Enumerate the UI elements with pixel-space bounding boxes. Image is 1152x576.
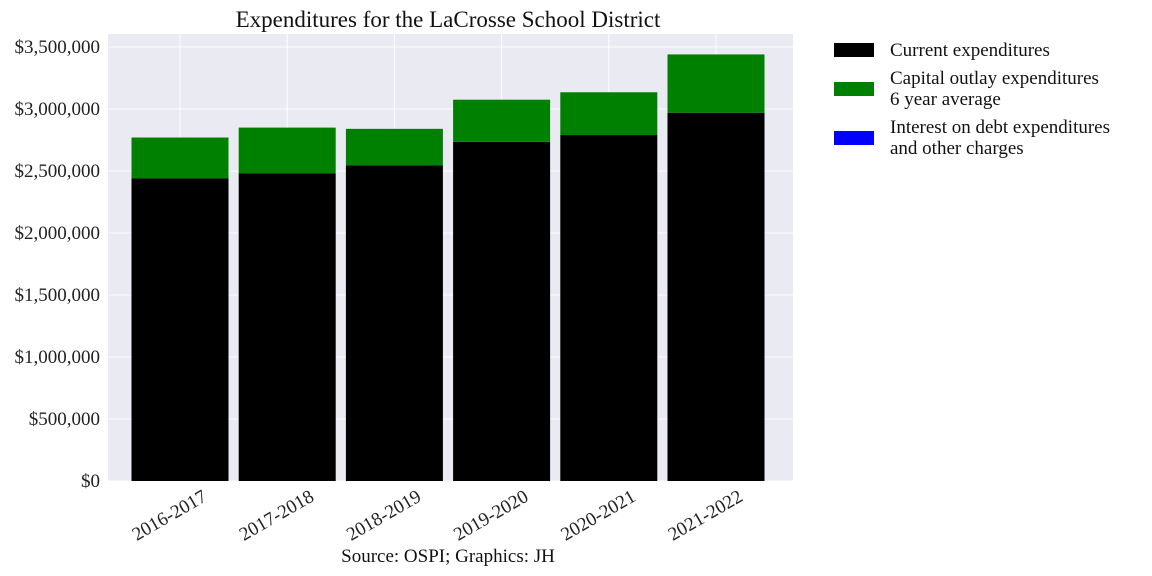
bar-segment	[345, 128, 443, 166]
y-tick-label: $2,000,000	[15, 223, 101, 244]
y-tick-label: $1,000,000	[15, 347, 101, 368]
bar-segment	[453, 99, 551, 142]
bar-segment	[667, 54, 765, 113]
y-tick-label: $500,000	[29, 409, 100, 430]
y-tick-label: $0	[81, 471, 100, 492]
bars	[131, 54, 765, 482]
bar-segment	[667, 112, 765, 481]
legend-label: and other charges	[890, 138, 1024, 159]
bar-segment	[238, 127, 336, 174]
x-tick-label: 2020-2021	[558, 486, 640, 545]
legend-swatch	[834, 82, 874, 96]
bar-segment	[560, 135, 658, 482]
source-caption: Source: OSPI; Graphics: JH	[341, 546, 555, 567]
legend-swatch	[834, 131, 874, 145]
x-tick-label: 2021-2022	[665, 486, 747, 545]
bar-segment	[131, 137, 229, 179]
bar-segment	[560, 92, 658, 136]
legend-label: Interest on debt expenditures	[890, 117, 1110, 138]
x-axis-ticks: 2016-2017 2017-2018 2018-2019 2019-2020 2020…	[129, 486, 747, 545]
bar-segment	[131, 178, 229, 481]
y-tick-label: $3,500,000	[15, 37, 101, 58]
y-tick-label: $2,500,000	[15, 161, 101, 182]
y-tick-label: $3,000,000	[15, 99, 101, 120]
x-tick-label: 2019-2020	[450, 486, 532, 545]
y-axis-ticks: $0 $500,000 $1,000,000 $1,500,000 $2,000,000…	[15, 37, 101, 492]
bar-segment	[345, 165, 443, 482]
x-tick-label: 2018-2019	[343, 486, 425, 545]
y-tick-label: $1,500,000	[15, 285, 101, 306]
legend-label: 6 year average	[890, 89, 1001, 110]
legend-label: Current expenditures	[890, 40, 1050, 61]
x-tick-label: 2017-2018	[236, 486, 318, 545]
bar-segment	[238, 173, 336, 482]
x-tick-label: 2016-2017	[129, 486, 211, 545]
chart-title: Expenditures for the LaCrosse School Dis…	[236, 7, 661, 32]
legend-swatch	[834, 43, 874, 57]
legend: Current expenditures Capital outlay expen…	[834, 40, 1110, 159]
legend-label: Capital outlay expenditures	[890, 68, 1099, 89]
bar-segment	[453, 141, 551, 482]
